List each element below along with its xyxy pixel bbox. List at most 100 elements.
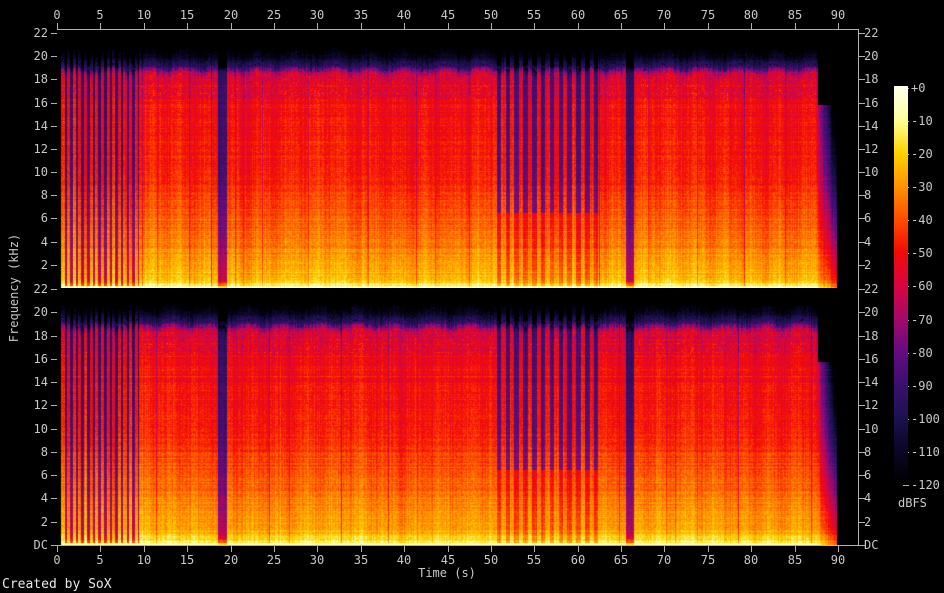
freq-tick-left bbox=[51, 382, 57, 383]
colorbar-tick-label: -30 bbox=[911, 180, 933, 194]
freq-tick-label-right: 4 bbox=[864, 235, 872, 249]
freq-tick-label-left: 10 bbox=[33, 165, 48, 179]
time-tick-label-top: 10 bbox=[136, 8, 152, 22]
time-tick-label-bottom: 35 bbox=[353, 553, 369, 567]
freq-tick-left bbox=[51, 475, 57, 476]
time-tick-top bbox=[838, 23, 839, 29]
time-tick-label-top: 70 bbox=[656, 8, 672, 22]
freq-tick-label-left: 4 bbox=[40, 491, 48, 505]
time-tick-top bbox=[621, 23, 622, 29]
x-axis-title: Time (s) bbox=[418, 566, 476, 580]
time-tick-bottom bbox=[274, 546, 275, 552]
freq-tick-right bbox=[859, 79, 865, 80]
colorbar-tick-label: -70 bbox=[911, 313, 933, 327]
time-tick-label-bottom: 65 bbox=[613, 553, 629, 567]
freq-tick-left bbox=[51, 56, 57, 57]
freq-tick-right bbox=[859, 336, 865, 337]
time-tick-bottom bbox=[751, 546, 752, 552]
freq-tick-right bbox=[859, 56, 865, 57]
freq-tick-right bbox=[859, 452, 865, 453]
freq-tick-label-left: 20 bbox=[33, 49, 48, 63]
created-by-sox-label: Created by SoX bbox=[2, 577, 112, 592]
freq-tick-left bbox=[51, 79, 57, 80]
time-tick-top bbox=[448, 23, 449, 29]
freq-tick-label-right: 16 bbox=[864, 352, 879, 366]
freq-tick-label-right: 10 bbox=[864, 165, 879, 179]
time-tick-top bbox=[404, 23, 405, 29]
time-tick-label-bottom: 25 bbox=[266, 553, 282, 567]
freq-tick-label-left: 16 bbox=[33, 96, 48, 110]
time-tick-bottom bbox=[187, 546, 188, 552]
freq-tick-right bbox=[859, 242, 865, 243]
plot-frame-top bbox=[57, 29, 859, 30]
time-tick-bottom bbox=[708, 546, 709, 552]
time-tick-label-top: 75 bbox=[700, 8, 716, 22]
time-tick-label-bottom: 80 bbox=[743, 553, 759, 567]
freq-tick-left bbox=[51, 545, 57, 546]
freq-tick-left bbox=[51, 452, 57, 453]
freq-tick-left bbox=[51, 126, 57, 127]
freq-tick-right bbox=[859, 149, 865, 150]
time-tick-label-top: 90 bbox=[830, 8, 846, 22]
freq-tick-label-right: 6 bbox=[864, 468, 872, 482]
spectrogram-left-channel bbox=[57, 30, 858, 288]
colorbar-tick-label: -120 bbox=[911, 478, 940, 492]
colorbar-tick-label: -90 bbox=[911, 379, 933, 393]
time-tick-top bbox=[57, 23, 58, 29]
freq-tick-label-right: 12 bbox=[864, 398, 879, 412]
time-tick-top bbox=[144, 23, 145, 29]
freq-tick-label-right: 20 bbox=[864, 49, 879, 63]
colorbar-tick-label: -10 bbox=[911, 114, 933, 128]
freq-tick-right bbox=[859, 498, 865, 499]
freq-tick-label-right: 20 bbox=[864, 305, 879, 319]
freq-tick-label-left: 8 bbox=[40, 445, 48, 459]
plot-frame-bottom bbox=[57, 545, 859, 546]
freq-tick-label-right: 18 bbox=[864, 72, 879, 86]
time-tick-label-top: 0 bbox=[53, 8, 61, 22]
freq-tick-left bbox=[51, 265, 57, 266]
time-tick-bottom bbox=[448, 546, 449, 552]
time-tick-bottom bbox=[534, 546, 535, 552]
time-tick-label-top: 50 bbox=[483, 8, 499, 22]
time-tick-top bbox=[231, 23, 232, 29]
freq-tick-label-right: 12 bbox=[864, 142, 879, 156]
time-tick-top bbox=[187, 23, 188, 29]
time-tick-label-bottom: 45 bbox=[440, 553, 456, 567]
freq-tick-label-right: 22 bbox=[864, 282, 879, 296]
time-tick-label-bottom: 60 bbox=[570, 553, 586, 567]
time-tick-bottom bbox=[100, 546, 101, 552]
freq-tick-label-left: DC bbox=[33, 538, 48, 552]
freq-tick-right bbox=[859, 522, 865, 523]
colorbar-tick-label: -50 bbox=[911, 246, 933, 260]
freq-tick-label-left: 22 bbox=[33, 282, 48, 296]
time-tick-bottom bbox=[231, 546, 232, 552]
time-tick-top bbox=[534, 23, 535, 29]
time-tick-bottom bbox=[491, 546, 492, 552]
time-tick-top bbox=[751, 23, 752, 29]
freq-tick-left bbox=[51, 149, 57, 150]
time-tick-top bbox=[274, 23, 275, 29]
freq-tick-left bbox=[51, 289, 57, 290]
time-tick-label-bottom: 55 bbox=[526, 553, 542, 567]
colorbar-tick-label: -110 bbox=[911, 445, 940, 459]
time-tick-label-bottom: 90 bbox=[830, 553, 846, 567]
freq-tick-label-right: 8 bbox=[864, 445, 872, 459]
freq-tick-label-left: 20 bbox=[33, 305, 48, 319]
freq-tick-label-left: 8 bbox=[40, 188, 48, 202]
freq-tick-label-left: 12 bbox=[33, 142, 48, 156]
colorbar-tick bbox=[903, 485, 909, 486]
freq-tick-label-left: 6 bbox=[40, 211, 48, 225]
y-axis-title: Frequency (kHz) bbox=[7, 233, 21, 343]
freq-tick-label-right: 2 bbox=[864, 515, 872, 529]
freq-tick-label-left: 10 bbox=[33, 422, 48, 436]
freq-tick-left bbox=[51, 429, 57, 430]
time-tick-top bbox=[317, 23, 318, 29]
freq-tick-label-left: 2 bbox=[40, 258, 48, 272]
freq-tick-label-left: 18 bbox=[33, 329, 48, 343]
freq-tick-left bbox=[51, 172, 57, 173]
time-tick-bottom bbox=[838, 546, 839, 552]
time-tick-label-bottom: 30 bbox=[309, 553, 325, 567]
time-tick-top bbox=[361, 23, 362, 29]
time-tick-label-top: 25 bbox=[266, 8, 282, 22]
